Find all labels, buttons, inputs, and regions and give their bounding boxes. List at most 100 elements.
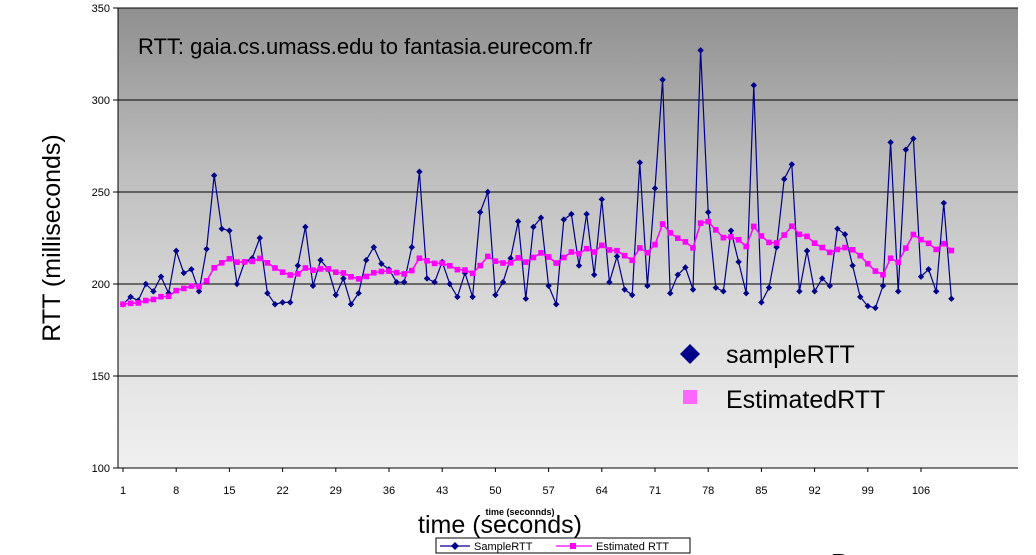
estimatedrtt-point bbox=[454, 266, 461, 273]
legend-large: sampleRTT EstimatedRTT bbox=[680, 341, 885, 414]
estimatedrtt-point bbox=[135, 300, 141, 306]
estimatedrtt-point bbox=[644, 249, 651, 256]
estimatedrtt-point bbox=[173, 287, 179, 294]
samplertt-point bbox=[408, 244, 415, 251]
samplertt-point bbox=[727, 227, 735, 234]
estimatedrtt-point bbox=[743, 243, 749, 250]
estimatedrtt-point bbox=[758, 233, 765, 239]
samplertt-point bbox=[925, 266, 932, 273]
estimatedrtt-point bbox=[804, 233, 810, 240]
samplertt-point bbox=[644, 282, 651, 290]
estimatedrtt-point bbox=[728, 234, 734, 240]
estimatedrtt-point bbox=[234, 259, 240, 265]
samplertt-point bbox=[613, 253, 621, 260]
estimatedrtt-point bbox=[621, 252, 628, 259]
estimatedrtt-point bbox=[576, 250, 582, 257]
estimatedrtt-point bbox=[378, 268, 385, 275]
x-tick-label: 43 bbox=[436, 485, 448, 497]
x-tick-label: 36 bbox=[383, 485, 395, 497]
estimatedrtt-point bbox=[583, 245, 590, 252]
samplertt-point bbox=[317, 256, 324, 264]
samplertt-point bbox=[796, 288, 803, 295]
samplertt-point bbox=[423, 275, 431, 282]
samplertt-point bbox=[788, 161, 795, 168]
x-tick-label: 92 bbox=[808, 485, 820, 497]
estimatedrtt-point bbox=[196, 283, 202, 290]
estimatedrtt-point bbox=[469, 270, 476, 277]
x-tick-label: 22 bbox=[276, 485, 288, 497]
estimatedrtt-point bbox=[614, 247, 620, 254]
samplertt-point bbox=[879, 282, 887, 290]
samplertt-point bbox=[758, 299, 765, 306]
samplertt-point bbox=[857, 293, 864, 301]
samplertt-point bbox=[347, 301, 355, 308]
samplertt-point bbox=[819, 275, 826, 282]
x-tick-label: 29 bbox=[330, 485, 342, 497]
estimatedrtt-point bbox=[545, 254, 552, 260]
x-tick-label: 71 bbox=[649, 485, 661, 497]
estimatedrtt-point bbox=[530, 254, 537, 261]
estimatedrtt-point bbox=[310, 267, 316, 273]
samplertt-point bbox=[598, 196, 605, 203]
estimatedrtt-point bbox=[264, 260, 271, 266]
estimatedrtt-point bbox=[249, 258, 255, 265]
samplertt-point bbox=[651, 185, 659, 192]
estimatedrtt-point bbox=[302, 265, 309, 271]
samplertt-point bbox=[492, 291, 499, 299]
samplertt-point bbox=[674, 271, 681, 278]
samplertt-point bbox=[933, 288, 940, 295]
estimatedrtt-point bbox=[219, 260, 225, 266]
samplertt-point bbox=[332, 291, 339, 299]
samplertt-point bbox=[150, 288, 157, 295]
estimatedrtt-point bbox=[910, 231, 917, 238]
estimatedrtt-point bbox=[637, 245, 643, 251]
samplertt-point bbox=[636, 159, 643, 166]
estimatedrtt-point bbox=[409, 267, 415, 274]
estimatedrtt-point bbox=[492, 258, 499, 264]
estimatedrtt-point bbox=[682, 239, 689, 245]
x-tick-label: 99 bbox=[862, 485, 874, 497]
samplertt-point bbox=[887, 139, 894, 146]
samplertt-point bbox=[705, 209, 712, 216]
estimatedrtt-point bbox=[773, 240, 780, 246]
samplertt-point bbox=[735, 258, 742, 266]
samplertt-point bbox=[226, 227, 233, 234]
estimatedrtt-point bbox=[811, 240, 818, 246]
samplertt-point bbox=[659, 76, 666, 83]
corner-text: D bbox=[832, 550, 849, 555]
series-layer bbox=[119, 47, 955, 312]
estimatedrtt-point bbox=[834, 246, 841, 253]
estimatedrtt-point bbox=[675, 235, 681, 241]
x-ticks: 1 8 15 22 29 36 43 50 57 64 71 78 85 92 99 106 bbox=[120, 468, 930, 497]
legend-small-diamond bbox=[451, 542, 459, 550]
samplertt-point bbox=[606, 278, 613, 286]
samplertt-point bbox=[279, 299, 286, 306]
estimatedrtt-point bbox=[477, 262, 483, 269]
y-axis-label: RTT (milliseconds) bbox=[38, 134, 66, 341]
y-tick-label: 100 bbox=[92, 463, 110, 475]
samplertt-point bbox=[211, 172, 218, 179]
estimatedrtt-point bbox=[507, 260, 514, 266]
legend-small: SampleRTT Estimated RTT bbox=[435, 537, 691, 554]
estimatedrtt-point bbox=[849, 246, 856, 253]
estimatedrtt-point bbox=[416, 255, 423, 262]
samplertt-point bbox=[302, 223, 309, 231]
estimatedrtt-point bbox=[241, 259, 248, 265]
samplertt-point bbox=[507, 255, 514, 262]
samplertt-point bbox=[826, 282, 833, 290]
estimatedrtt-point bbox=[181, 285, 187, 292]
estimatedrtt-point bbox=[887, 255, 894, 262]
samplertt-point bbox=[682, 264, 689, 271]
estimatedrtt-point bbox=[857, 252, 863, 259]
samplertt-point bbox=[834, 225, 841, 232]
x-tick-label: 57 bbox=[542, 485, 554, 497]
samplertt-point bbox=[233, 280, 241, 288]
samplertt-point bbox=[917, 273, 925, 280]
samplertt-point bbox=[378, 260, 385, 267]
samplertt-point bbox=[872, 304, 879, 312]
estimatedrtt-point bbox=[158, 293, 164, 300]
estimatedrtt-point bbox=[591, 249, 597, 255]
estimatedrtt-point bbox=[165, 293, 172, 300]
x-tick-label: 85 bbox=[755, 485, 767, 497]
samplertt-point bbox=[127, 293, 134, 301]
